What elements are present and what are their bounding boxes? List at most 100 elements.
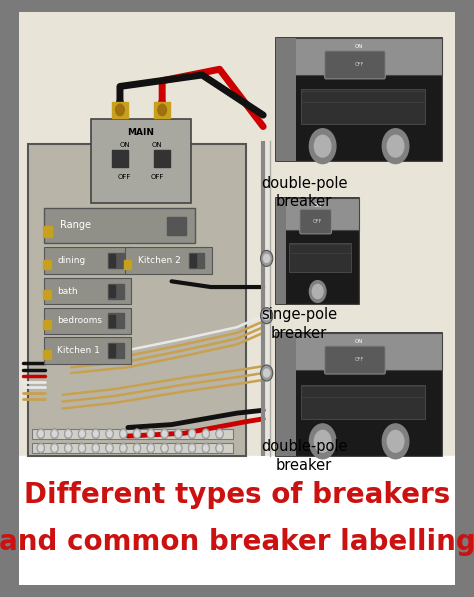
Bar bbox=[289, 243, 351, 272]
Circle shape bbox=[387, 430, 404, 452]
Circle shape bbox=[135, 445, 139, 451]
FancyBboxPatch shape bbox=[91, 119, 191, 204]
Text: dining: dining bbox=[57, 256, 86, 265]
Text: MAIN: MAIN bbox=[128, 128, 155, 137]
Circle shape bbox=[314, 430, 331, 452]
Text: OFF: OFF bbox=[355, 62, 364, 67]
Circle shape bbox=[387, 136, 404, 157]
Circle shape bbox=[190, 431, 194, 436]
Text: singe-pole
breaker: singe-pole breaker bbox=[261, 307, 337, 341]
Circle shape bbox=[147, 429, 155, 439]
Circle shape bbox=[135, 431, 139, 436]
Circle shape bbox=[383, 424, 409, 458]
Circle shape bbox=[93, 445, 98, 451]
Circle shape bbox=[383, 129, 409, 164]
Circle shape bbox=[261, 307, 273, 324]
Circle shape bbox=[107, 431, 112, 436]
Text: ON: ON bbox=[152, 142, 163, 148]
Circle shape bbox=[310, 129, 336, 164]
Text: bath: bath bbox=[57, 287, 78, 296]
Circle shape bbox=[121, 431, 126, 436]
FancyBboxPatch shape bbox=[44, 337, 131, 364]
Bar bbox=[301, 384, 425, 419]
Bar bbox=[109, 254, 115, 267]
Bar bbox=[276, 198, 359, 230]
Circle shape bbox=[176, 431, 181, 436]
Bar bbox=[109, 343, 124, 358]
Text: double-pole
breaker: double-pole breaker bbox=[261, 176, 347, 210]
Circle shape bbox=[37, 429, 45, 439]
Circle shape bbox=[264, 369, 270, 377]
Circle shape bbox=[147, 443, 155, 453]
Circle shape bbox=[92, 429, 100, 439]
Bar bbox=[124, 260, 131, 269]
Text: and common breaker labelling: and common breaker labelling bbox=[0, 528, 474, 556]
Bar bbox=[276, 198, 359, 304]
Circle shape bbox=[51, 443, 58, 453]
Circle shape bbox=[52, 431, 57, 436]
Bar bbox=[189, 253, 204, 268]
Bar bbox=[301, 90, 425, 124]
Circle shape bbox=[176, 445, 181, 451]
Circle shape bbox=[174, 443, 182, 453]
Circle shape bbox=[202, 429, 210, 439]
Circle shape bbox=[161, 443, 168, 453]
Circle shape bbox=[37, 443, 45, 453]
Circle shape bbox=[149, 445, 153, 451]
Circle shape bbox=[66, 431, 71, 436]
Circle shape bbox=[163, 431, 167, 436]
FancyBboxPatch shape bbox=[44, 208, 195, 243]
Text: ON: ON bbox=[355, 339, 363, 344]
Circle shape bbox=[66, 445, 71, 451]
Circle shape bbox=[38, 431, 43, 436]
Circle shape bbox=[149, 431, 153, 436]
Bar bbox=[32, 429, 233, 439]
Circle shape bbox=[310, 424, 336, 458]
Bar bbox=[19, 12, 455, 456]
FancyBboxPatch shape bbox=[325, 51, 385, 79]
Bar bbox=[43, 290, 51, 299]
Circle shape bbox=[106, 429, 113, 439]
Circle shape bbox=[92, 443, 100, 453]
Circle shape bbox=[261, 365, 273, 381]
Circle shape bbox=[107, 445, 112, 451]
Bar bbox=[276, 333, 296, 456]
Bar bbox=[43, 349, 51, 359]
Circle shape bbox=[261, 250, 273, 266]
Bar bbox=[109, 315, 115, 327]
Circle shape bbox=[163, 445, 167, 451]
Bar bbox=[276, 198, 286, 304]
Circle shape bbox=[38, 445, 43, 451]
Bar bbox=[109, 253, 124, 268]
Text: Range: Range bbox=[60, 220, 91, 230]
Circle shape bbox=[80, 431, 84, 436]
Bar bbox=[109, 284, 124, 298]
Circle shape bbox=[64, 443, 72, 453]
Bar bbox=[32, 443, 233, 453]
Circle shape bbox=[264, 254, 270, 263]
Text: OFF: OFF bbox=[151, 174, 164, 180]
Circle shape bbox=[202, 443, 210, 453]
Bar bbox=[167, 217, 185, 235]
Circle shape bbox=[52, 445, 57, 451]
Circle shape bbox=[51, 429, 58, 439]
Circle shape bbox=[314, 136, 331, 157]
Circle shape bbox=[216, 443, 223, 453]
Text: OFF: OFF bbox=[355, 358, 364, 362]
Text: ON: ON bbox=[119, 142, 130, 148]
Text: ON: ON bbox=[355, 44, 363, 49]
Circle shape bbox=[119, 443, 127, 453]
Text: ON: ON bbox=[313, 203, 322, 208]
Circle shape bbox=[174, 429, 182, 439]
Circle shape bbox=[78, 429, 86, 439]
Bar bbox=[155, 102, 170, 118]
Bar bbox=[19, 456, 455, 585]
Circle shape bbox=[121, 445, 126, 451]
Bar bbox=[112, 150, 128, 167]
Bar bbox=[109, 313, 124, 328]
Circle shape bbox=[64, 429, 72, 439]
FancyBboxPatch shape bbox=[325, 346, 385, 374]
FancyBboxPatch shape bbox=[44, 307, 131, 334]
FancyBboxPatch shape bbox=[44, 248, 131, 274]
Circle shape bbox=[116, 104, 124, 116]
